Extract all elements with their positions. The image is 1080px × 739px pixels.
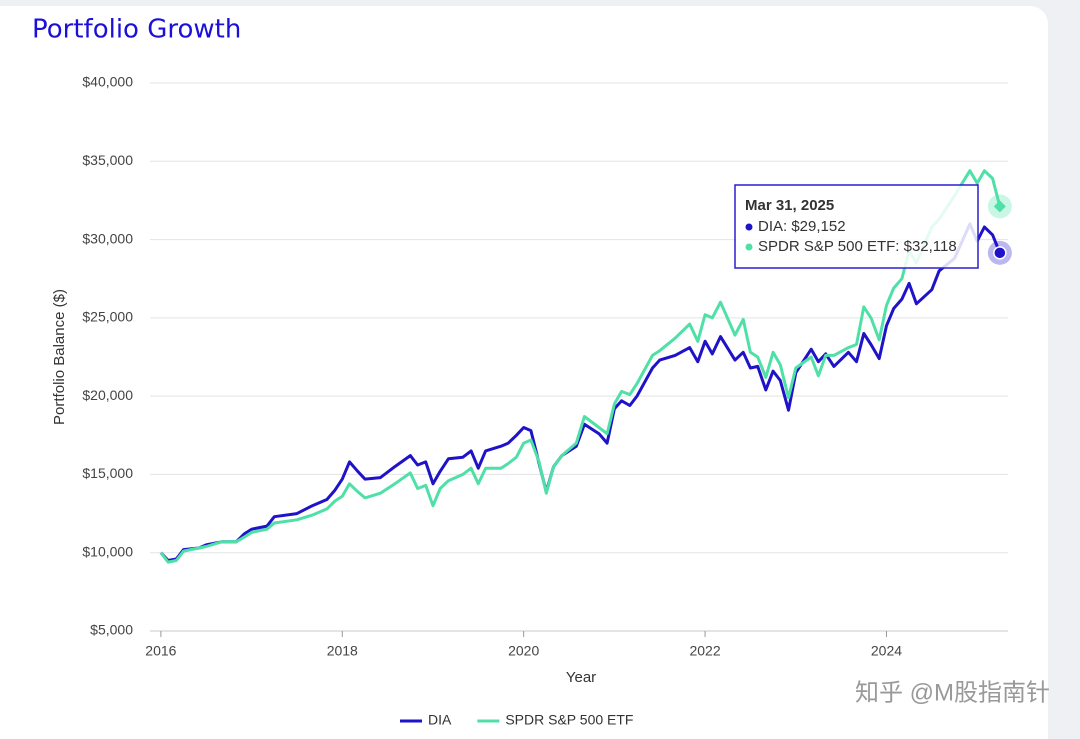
y-tick-label: $35,000 — [82, 152, 133, 168]
tooltip-date: Mar 31, 2025 — [745, 197, 834, 214]
hover-marker — [993, 246, 1007, 260]
y-tick-label: $30,000 — [82, 230, 133, 246]
y-tick-label: $25,000 — [82, 309, 133, 325]
series-line — [159, 169, 1002, 564]
hover-marker — [993, 200, 1006, 213]
x-axis-title: Year — [566, 669, 596, 686]
legend-label: DIA — [428, 712, 452, 728]
y-axis-title: Portfolio Balance ($) — [51, 289, 68, 425]
series-line — [159, 222, 1002, 562]
chart-title: Portfolio Growth — [32, 15, 241, 45]
tooltip-line: SPDR S&P 500 ETF: $32,118 — [758, 238, 957, 255]
x-tick-label: 2020 — [508, 643, 539, 659]
legend-label: SPDR S&P 500 ETF — [505, 712, 633, 728]
tooltip-box — [734, 184, 979, 269]
tooltip-swatch — [745, 243, 753, 251]
y-tick-label: $40,000 — [82, 74, 133, 90]
card — [0, 6, 1048, 739]
y-tick-label: $15,000 — [82, 465, 133, 481]
tooltip-line: DIA: $29,152 — [758, 218, 846, 235]
x-tick-label: 2022 — [689, 643, 720, 659]
x-tick-label: 2024 — [871, 643, 902, 659]
x-tick-label: 2018 — [327, 643, 358, 659]
tooltip-swatch — [745, 223, 753, 231]
tooltip: Mar 31, 2025 DIA: $29,152 SPDR S&P 500 ETF… — [734, 184, 979, 269]
y-tick-label: $5,000 — [90, 622, 133, 638]
x-tick-label: 2016 — [145, 643, 176, 659]
y-tick-label: $20,000 — [82, 387, 133, 403]
y-tick-label: $10,000 — [82, 543, 133, 559]
watermark: 知乎 @M股指南针 — [855, 679, 1050, 706]
